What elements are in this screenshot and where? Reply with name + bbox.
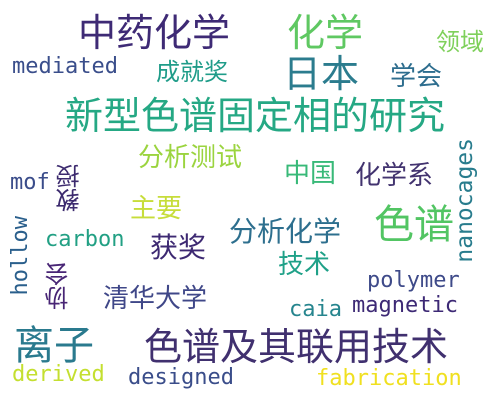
word-zhuyao: 主要 [130, 194, 183, 224]
word-zhongyaohuaxue: 中药化学 [78, 11, 231, 55]
word-qinghua: 清华大学 [103, 284, 208, 314]
word-caia: caia [289, 297, 342, 322]
word-fabrication: fabrication [316, 366, 462, 391]
word-fenxiceshi: 分析测试 [138, 143, 243, 173]
word-huojiang: 获奖 [150, 231, 207, 264]
word-huaxuexi: 化学系 [355, 161, 434, 191]
word-polymer: polymer [367, 268, 460, 293]
word-mediated: mediated [12, 54, 118, 79]
word-hollow: hollow [8, 216, 33, 296]
word-jishu: 技术 [278, 250, 331, 280]
word-xuehui: 学会 [390, 62, 443, 92]
word-sepu: 色谱 [374, 202, 454, 248]
word-carbon: carbon [45, 227, 125, 252]
word-nanocages: nanocages [452, 138, 478, 263]
word-lingyu: 领域 [436, 28, 484, 56]
word-mof: mof [10, 170, 50, 195]
word-fenxihuaxue: 分析化学 [229, 215, 342, 248]
word-zhongguo: 中国 [284, 159, 337, 189]
word-jiaoshou: 教授 [56, 164, 84, 212]
word-riben: 日本 [283, 52, 360, 96]
word-magnetic: magnetic [352, 293, 458, 318]
word-lizi: 离子 [14, 323, 94, 369]
word-chengjiujiang: 成就奖 [156, 58, 228, 86]
word-huaxue: 化学 [287, 11, 364, 55]
word-sepujiqi: 色谱及其联用技术 [144, 325, 449, 369]
word-xinxing: 新型色谱固定相的研究 [65, 94, 446, 138]
word-derived: derived [12, 362, 105, 387]
word-designed: designed [128, 365, 234, 390]
word-xiehui: 协会 [45, 262, 73, 310]
